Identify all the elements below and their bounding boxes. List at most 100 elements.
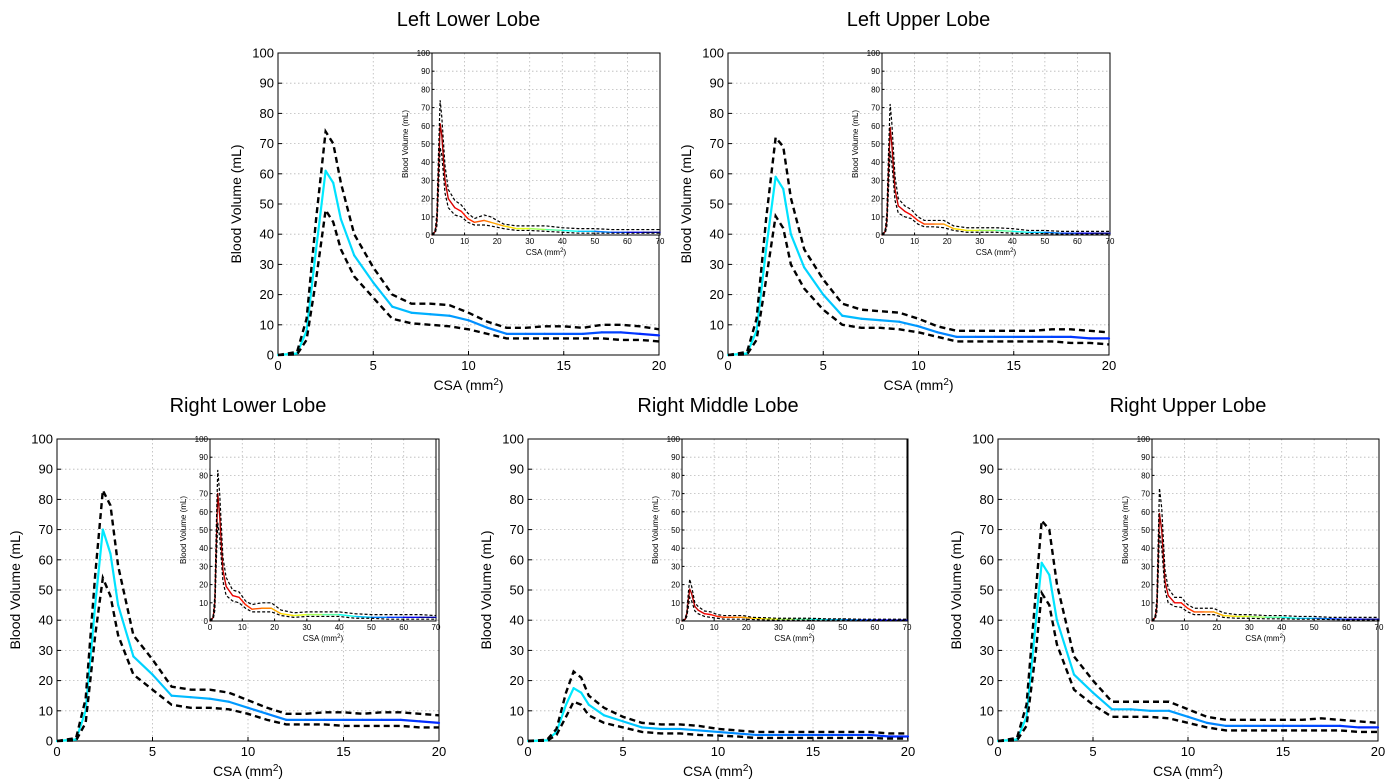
- mean-line-segment: [418, 720, 441, 724]
- mean-line-segment: [774, 175, 785, 190]
- panel-title: Right Upper Lobe: [1110, 395, 1267, 417]
- mean-line-segment: [782, 187, 792, 236]
- mean-line-segment: [687, 588, 691, 600]
- y-axis-label: Blood Volume (mL): [1121, 496, 1130, 564]
- y-tick-label: 0: [987, 734, 994, 749]
- y-tick-label: 30: [671, 562, 680, 571]
- y-tick-label: 40: [710, 227, 724, 242]
- y-tick-label: 90: [671, 453, 680, 462]
- plot-background: [432, 53, 660, 235]
- x-tick-label: 30: [302, 623, 311, 632]
- x-tick-label: 0: [430, 237, 435, 246]
- x-tick-label: 60: [623, 237, 632, 246]
- mean-line-segment: [502, 225, 518, 230]
- x-tick-label: 30: [525, 237, 534, 246]
- x-tick-label: 15: [1007, 358, 1021, 373]
- y-tick-label: 90: [39, 462, 53, 477]
- x-tick-label: 70: [656, 237, 665, 246]
- x-tick-label: 10: [1181, 744, 1195, 759]
- mean-series-line: [276, 169, 661, 357]
- y-tick-label: 40: [980, 613, 994, 628]
- y-tick-label: 0: [1146, 617, 1151, 626]
- x-tick-label: 50: [838, 623, 847, 632]
- y-tick-label: 30: [871, 176, 880, 185]
- mean-line-segment: [889, 126, 893, 145]
- y-tick-label: 80: [871, 85, 880, 94]
- y-tick-label: 70: [421, 104, 430, 113]
- y-tick-label: 20: [39, 673, 53, 688]
- x-tick-label: 20: [270, 623, 279, 632]
- y-tick-label: 0: [204, 617, 209, 626]
- upper-bound-line: [209, 469, 437, 622]
- mean-line-segment: [678, 727, 701, 732]
- x-tick-label: 10: [910, 237, 919, 246]
- x-tick-label: 70: [903, 623, 912, 632]
- y-tick-label: 0: [717, 348, 724, 363]
- y-tick-label: 10: [671, 599, 680, 608]
- y-tick-label: 90: [980, 462, 994, 477]
- mean-line-segment: [822, 293, 844, 317]
- y-tick-label: 100: [702, 46, 724, 61]
- x-tick-label: 20: [1102, 358, 1116, 373]
- y-axis-label: Blood Volume (mL): [651, 496, 660, 564]
- x-axis-label: CSA (mm2): [1245, 634, 1286, 643]
- y-tick-label: 100: [195, 435, 209, 444]
- mean-line-segment: [891, 143, 896, 191]
- mean-line-segment: [561, 229, 580, 233]
- y-tick-label: 100: [1137, 435, 1151, 444]
- y-tick-label: 100: [867, 49, 881, 58]
- panel-title: Right Lower Lobe: [170, 395, 327, 417]
- mean-line-segment: [483, 219, 492, 223]
- mean-line-segment: [742, 616, 754, 619]
- y-tick-label: 40: [199, 544, 208, 553]
- y-tick-label: 100: [667, 435, 681, 444]
- mean-line-segment: [170, 694, 192, 699]
- y-tick-label: 20: [1141, 581, 1150, 590]
- mean-line-segment: [602, 714, 625, 723]
- mean-line-segment: [429, 313, 451, 317]
- upper-bound-line: [56, 486, 440, 743]
- panel-title: Left Upper Lobe: [847, 9, 990, 31]
- x-tick-label: 40: [806, 623, 815, 632]
- panel-title: Right Middle Lobe: [637, 395, 798, 417]
- y-tick-label: 60: [199, 508, 208, 517]
- x-axis-label: CSA (mm2): [526, 248, 567, 257]
- x-tick-label: 70: [1375, 623, 1384, 632]
- mean-line-segment: [218, 514, 224, 571]
- mean-line-segment: [1164, 580, 1169, 597]
- y-tick-label: 60: [510, 552, 524, 567]
- mean-line-segment: [189, 696, 211, 700]
- mean-line-segment: [564, 687, 575, 706]
- y-tick-label: 10: [421, 213, 430, 222]
- x-tick-label: 30: [975, 237, 984, 246]
- y-tick-label: 0: [267, 348, 274, 363]
- y-axis-label: Blood Volume (mL): [678, 144, 694, 263]
- x-tick-label: 10: [461, 358, 475, 373]
- mean-line-segment: [1011, 230, 1030, 233]
- x-tick-label: 5: [820, 358, 827, 373]
- mean-line-segment: [1205, 721, 1228, 728]
- y-tick-label: 40: [871, 158, 880, 167]
- mean-line-segment: [151, 673, 173, 697]
- y-tick-label: 70: [199, 490, 208, 499]
- mean-line-segment: [410, 311, 432, 316]
- upper-bound-line: [997, 517, 1379, 743]
- mean-line-segment: [448, 314, 470, 322]
- x-tick-label: 5: [149, 744, 156, 759]
- x-tick-label: 50: [367, 623, 376, 632]
- mean-line-segment: [454, 206, 463, 213]
- y-tick-label: 30: [260, 257, 274, 272]
- y-tick-label: 50: [421, 140, 430, 149]
- y-tick-label: 70: [710, 136, 724, 151]
- mean-line-segment: [703, 613, 712, 616]
- upper-bound-line: [431, 100, 660, 236]
- x-tick-label: 20: [1371, 744, 1385, 759]
- y-tick-label: 80: [510, 492, 524, 507]
- mean-line-segment: [917, 325, 939, 334]
- mean-line-segment: [594, 230, 612, 233]
- x-axis-label: CSA (mm2): [303, 634, 344, 643]
- panel-title: Left Lower Lobe: [397, 9, 540, 31]
- y-tick-label: 30: [1141, 562, 1150, 571]
- x-tick-label: 10: [710, 623, 719, 632]
- y-tick-label: 50: [510, 583, 524, 598]
